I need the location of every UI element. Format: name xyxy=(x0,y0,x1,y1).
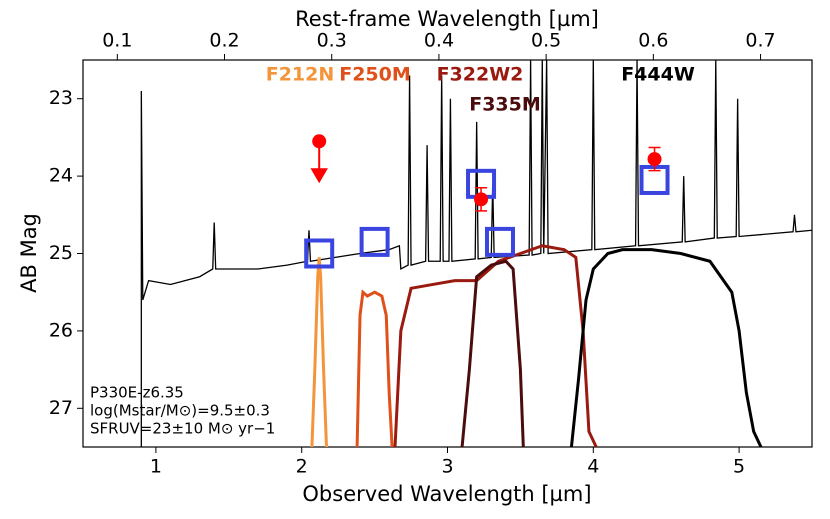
x-tick-label: 4 xyxy=(587,456,599,478)
model-square xyxy=(359,226,390,257)
x2-axis-label: Rest-frame Wavelength [µm] xyxy=(295,7,599,31)
plot-frame xyxy=(82,59,813,448)
spectrum-line xyxy=(140,60,812,447)
annotation: log(Mstar/M⊙)=9.5±0.3 xyxy=(90,402,270,420)
filter-curve xyxy=(569,248,763,447)
x-tick-label: 5 xyxy=(733,456,745,478)
observed-point xyxy=(474,192,489,207)
filter-curve xyxy=(310,257,328,447)
x2-tick-label: 0.4 xyxy=(424,30,454,52)
annotation: SFRUV=23±10 M⊙ yr−1 xyxy=(90,420,275,438)
y-axis-label: AB Mag xyxy=(17,213,41,293)
y-tick-label: 25 xyxy=(49,242,73,264)
model-square xyxy=(484,226,515,257)
x-tick-label: 1 xyxy=(150,456,162,478)
x-axis-label: Observed Wavelength [µm] xyxy=(302,482,591,506)
filter-label: F335M xyxy=(469,94,541,116)
x2-tick-label: 0.1 xyxy=(102,30,132,52)
filter-label: F250M xyxy=(339,64,411,86)
observed-point xyxy=(647,152,662,167)
x-tick-label: 2 xyxy=(296,456,308,478)
y-tick-label: 23 xyxy=(49,87,73,109)
filter-label: F322W2 xyxy=(437,64,524,86)
filter-label: F444W xyxy=(621,64,695,86)
x2-tick-label: 0.5 xyxy=(531,30,561,52)
y-tick-label: 26 xyxy=(49,319,73,341)
filter-curve xyxy=(355,289,394,447)
x-tick-label: 3 xyxy=(441,456,453,478)
x2-tick-label: 0.3 xyxy=(317,30,347,52)
filter-curve xyxy=(393,244,598,447)
y-tick-label: 24 xyxy=(49,165,73,187)
annotation: P330E-z6.35 xyxy=(90,384,184,402)
y-tick-label: 27 xyxy=(49,397,73,419)
x2-tick-label: 0.7 xyxy=(745,30,775,52)
filter-curve xyxy=(460,259,525,447)
x2-tick-label: 0.6 xyxy=(638,30,668,52)
observed-point xyxy=(312,134,327,149)
filter-label: F212N xyxy=(266,64,335,86)
x2-tick-label: 0.2 xyxy=(209,30,239,52)
model-square xyxy=(304,238,335,269)
